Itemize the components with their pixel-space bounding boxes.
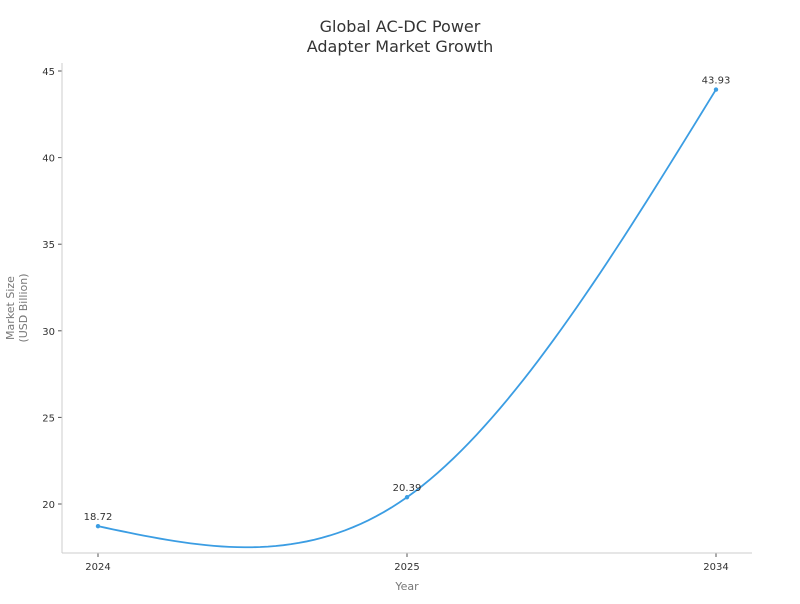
y-axis-label-line2: (USD Billion) [17,273,30,342]
x-tick-label: 2034 [703,562,728,573]
y-axis-label-line1: Market Size [4,276,17,340]
data-point [713,87,719,92]
data-label: 18.72 [84,512,113,523]
y-tick-label: 20 [42,500,55,511]
y-tick-label: 45 [42,67,55,78]
data-point [404,495,410,500]
data-label: 20.39 [393,483,422,494]
y-tick-label: 30 [42,327,55,338]
y-tick-label: 25 [42,413,55,424]
x-tick-label: 2024 [85,562,110,573]
y-tick-label: 35 [42,240,55,251]
data-label: 43.93 [702,76,731,87]
x-tick-label: 2025 [394,562,419,573]
x-axis-label: Year [394,580,419,593]
series-line [97,89,717,549]
chart-title-line2: Adapter Market Growth [307,37,494,56]
chart-title-line1: Global AC-DC Power [320,17,481,36]
y-tick-label: 40 [42,154,55,165]
data-point [95,523,101,529]
